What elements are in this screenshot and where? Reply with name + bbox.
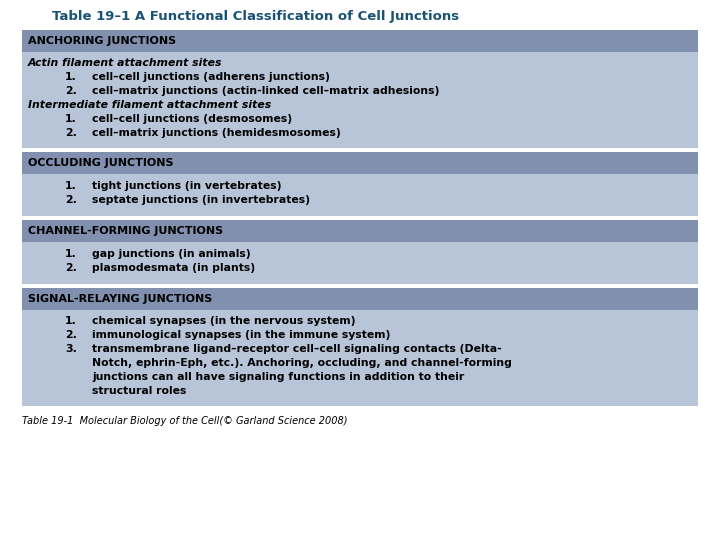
Text: Intermediate filament attachment sites: Intermediate filament attachment sites [28, 100, 271, 110]
Text: 2.: 2. [65, 330, 77, 340]
Text: 1.: 1. [66, 114, 77, 124]
Text: cell–cell junctions (desmosomes): cell–cell junctions (desmosomes) [92, 114, 292, 124]
Text: OCCLUDING JUNCTIONS: OCCLUDING JUNCTIONS [28, 158, 174, 168]
Bar [22, 288, 698, 310]
Text: transmembrane ligand–receptor cell–cell signaling contacts (Delta-: transmembrane ligand–receptor cell–cell … [92, 344, 502, 354]
Bar [22, 30, 698, 52]
Text: SIGNAL-RELAYING JUNCTIONS: SIGNAL-RELAYING JUNCTIONS [28, 294, 212, 304]
Text: Table 19–1 A Functional Classification of Cell Junctions: Table 19–1 A Functional Classification o… [52, 10, 459, 23]
Text: cell–cell junctions (adherens junctions): cell–cell junctions (adherens junctions) [92, 72, 330, 82]
Bar [22, 152, 698, 174]
Text: 2.: 2. [65, 263, 77, 273]
Text: cell–matrix junctions (hemidesmosomes): cell–matrix junctions (hemidesmosomes) [92, 128, 341, 138]
Text: tight junctions (in vertebrates): tight junctions (in vertebrates) [92, 181, 282, 191]
Bar [22, 52, 698, 148]
Text: 2.: 2. [65, 128, 77, 138]
Text: Table 19-1  Molecular Biology of the Cell(© Garland Science 2008): Table 19-1 Molecular Biology of the Cell… [22, 416, 348, 426]
Text: plasmodesmata (in plants): plasmodesmata (in plants) [92, 263, 255, 273]
Text: 2.: 2. [65, 86, 77, 96]
Text: 3.: 3. [65, 344, 77, 354]
Bar [22, 310, 698, 406]
Text: 1.: 1. [66, 316, 77, 326]
Text: 1.: 1. [66, 72, 77, 82]
Bar [22, 242, 698, 284]
Text: septate junctions (in invertebrates): septate junctions (in invertebrates) [92, 195, 310, 205]
Text: junctions can all have signaling functions in addition to their: junctions can all have signaling functio… [92, 372, 464, 382]
Text: structural roles: structural roles [92, 386, 186, 396]
Text: CHANNEL-FORMING JUNCTIONS: CHANNEL-FORMING JUNCTIONS [28, 226, 223, 236]
Text: chemical synapses (in the nervous system): chemical synapses (in the nervous system… [92, 316, 356, 326]
Text: Notch, ephrin-Eph, etc.). Anchoring, occluding, and channel-forming: Notch, ephrin-Eph, etc.). Anchoring, occ… [92, 358, 512, 368]
Text: 2.: 2. [65, 195, 77, 205]
Text: 1.: 1. [66, 181, 77, 191]
Bar [22, 220, 698, 242]
Text: gap junctions (in animals): gap junctions (in animals) [92, 249, 251, 259]
Text: ANCHORING JUNCTIONS: ANCHORING JUNCTIONS [28, 36, 176, 46]
Text: immunological synapses (in the immune system): immunological synapses (in the immune sy… [92, 330, 390, 340]
Text: 1.: 1. [66, 249, 77, 259]
Text: Actin filament attachment sites: Actin filament attachment sites [28, 58, 222, 68]
Text: cell–matrix junctions (actin-linked cell–matrix adhesions): cell–matrix junctions (actin-linked cell… [92, 86, 439, 96]
Bar [22, 174, 698, 216]
